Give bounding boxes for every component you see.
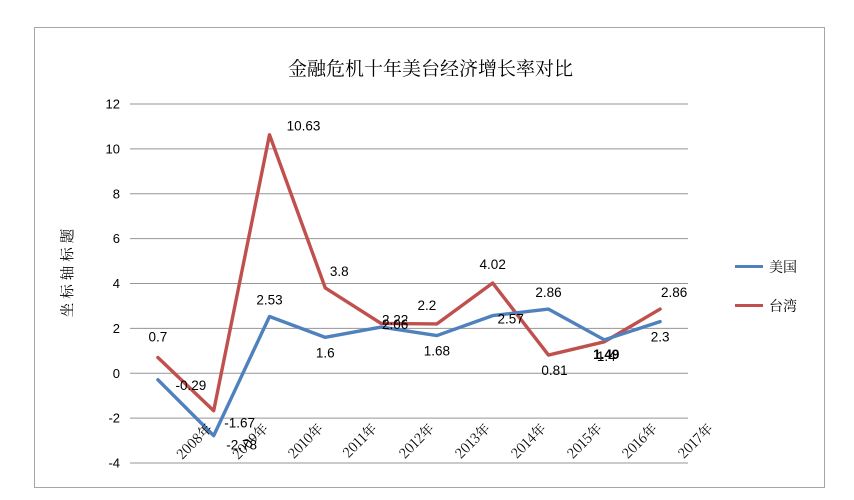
svg-text:6: 6 — [113, 231, 120, 246]
svg-text:3.8: 3.8 — [330, 264, 349, 279]
svg-text:1.68: 1.68 — [424, 344, 450, 359]
svg-text:2.53: 2.53 — [256, 292, 282, 307]
svg-text:1.49: 1.49 — [593, 347, 619, 362]
svg-text:10: 10 — [106, 141, 120, 156]
svg-text:2.06: 2.06 — [382, 317, 408, 332]
svg-text:-0.29: -0.29 — [176, 378, 207, 393]
svg-text:2.57: 2.57 — [498, 312, 524, 327]
svg-text:10.63: 10.63 — [287, 119, 321, 134]
svg-text:2.86: 2.86 — [661, 285, 687, 300]
svg-text:8: 8 — [113, 186, 120, 201]
svg-text:2.3: 2.3 — [651, 330, 670, 345]
svg-text:1.6: 1.6 — [316, 345, 335, 360]
svg-text:4: 4 — [113, 276, 120, 291]
svg-text:-4: -4 — [108, 456, 120, 471]
svg-text:2.86: 2.86 — [535, 285, 561, 300]
svg-text:0.81: 0.81 — [541, 363, 567, 378]
svg-text:2: 2 — [113, 321, 120, 336]
svg-text:4.02: 4.02 — [480, 257, 506, 272]
svg-text:0: 0 — [113, 366, 120, 381]
svg-text:12: 12 — [106, 97, 120, 112]
svg-text:-2: -2 — [108, 411, 120, 426]
svg-text:2.2: 2.2 — [418, 298, 437, 313]
svg-text:0.7: 0.7 — [149, 330, 168, 345]
